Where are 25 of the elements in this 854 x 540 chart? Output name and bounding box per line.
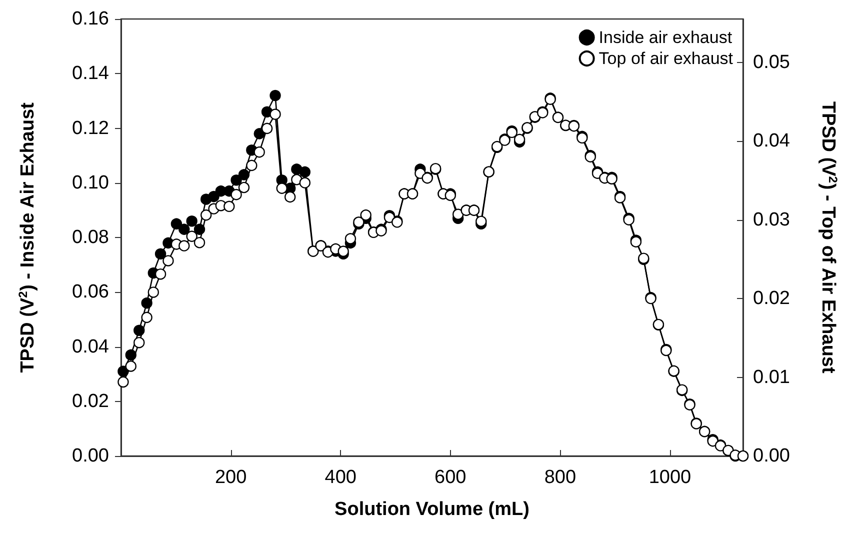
x-tick-label: 800: [544, 467, 576, 488]
x-tick-label: 400: [324, 467, 356, 488]
y-tick-label: 0.06: [72, 282, 109, 303]
y2-tick-label: 0.03: [753, 209, 790, 230]
y-axis-title: TPSD (V2) - Inside Air Exhaust: [16, 102, 38, 373]
y2-tick-label: 0.02: [753, 288, 790, 310]
y2-tick-label: 0.00: [753, 446, 790, 466]
x-tick-label: 600: [434, 467, 466, 488]
y-tick-label: 0.12: [72, 118, 109, 139]
x-tick-label: 200: [214, 467, 247, 488]
y-tick-label: 0.00: [72, 446, 109, 466]
y2-axis-title: TPSD (V2) - Top of Air Exhaust: [818, 101, 840, 374]
y-tick-label: 0.16: [72, 8, 109, 30]
y2-tick-label: 0.01: [753, 366, 790, 388]
y-tick-label: 0.10: [72, 172, 109, 194]
y-tick-label: 0.14: [72, 63, 110, 84]
y-tick-label: 0.08: [72, 227, 109, 248]
y2-tick-label: 0.04: [753, 130, 790, 152]
legend-label: Top of air exhaust: [598, 49, 734, 68]
x-axis-title: Solution Volume (mL): [334, 499, 530, 520]
y-tick-label: 0.04: [72, 336, 110, 358]
y2-tick-label: 0.05: [753, 52, 790, 73]
legend-label: Inside air exhaust: [598, 28, 732, 47]
y-tick-label: 0.02: [72, 390, 109, 412]
x-tick-label: 1000: [648, 467, 692, 488]
